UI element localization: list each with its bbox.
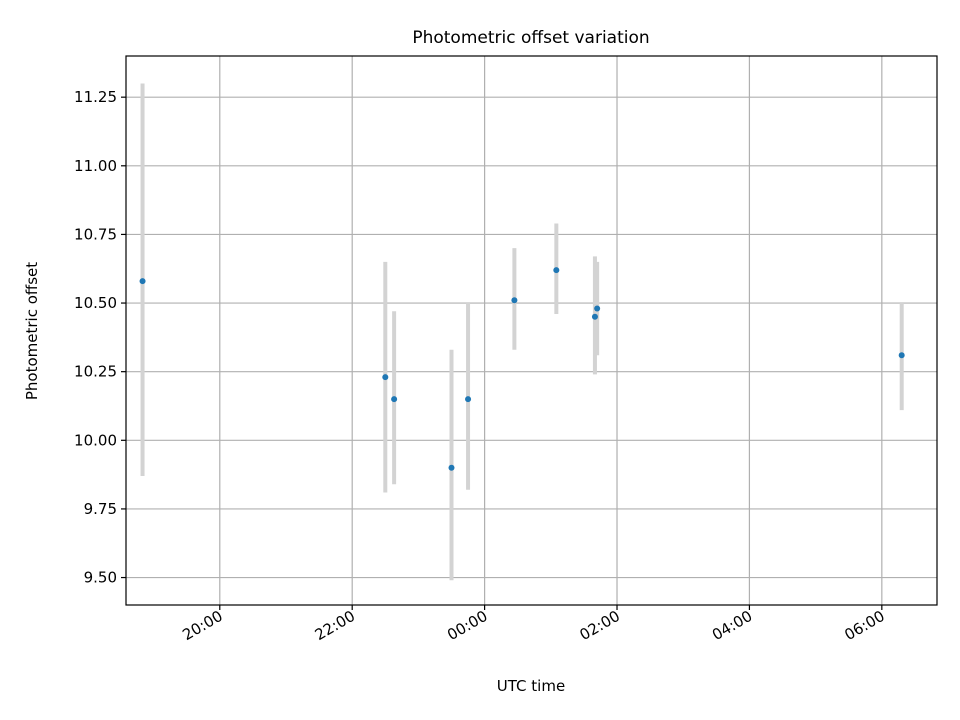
y-tick-label: 10.25 [74,363,117,381]
data-point [594,305,601,312]
data-point [591,313,598,320]
y-tick-label: 10.75 [74,225,117,243]
plot-frame [125,55,938,606]
data-point [465,396,472,403]
y-axis-ticks: 9.50 9.75 10.00 10.25 10.50 10.75 11.00 11.25 [74,88,126,587]
y-tick-label: 11.25 [74,88,117,106]
y-tick-label: 11.00 [74,157,117,175]
chart-title: Photometric offset variation [412,28,649,48]
data-point [511,297,518,304]
y-axis-label: Photometric offset [23,262,41,400]
data-point [391,396,398,403]
y-tick-label: 9.50 [84,569,117,587]
y-tick-label: 10.00 [74,431,117,449]
grid [126,56,937,605]
data-point [898,352,905,359]
data-points [139,267,905,471]
y-tick-label: 10.50 [74,294,117,312]
x-axis-label: UTC time [497,677,565,695]
data-point [448,464,455,471]
data-point [382,374,389,381]
y-tick-label: 9.75 [84,500,117,518]
data-point [553,267,560,274]
data-point [139,278,146,285]
